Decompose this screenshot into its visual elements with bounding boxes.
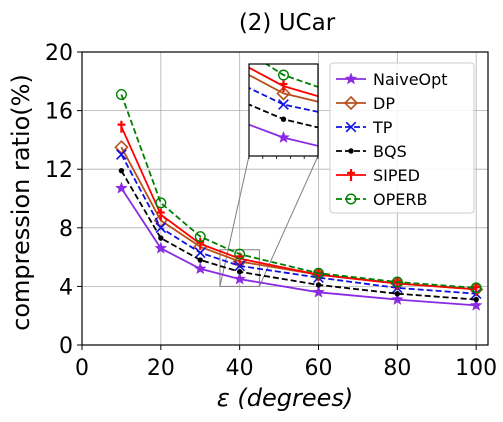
data-point [117,120,126,133]
data-point [114,140,129,155]
series-operb [115,88,482,294]
chart-title: (2) UCar [239,10,336,36]
series-layer [114,88,484,311]
x-tick-label: 40 [226,356,254,381]
y-tick-label: 12 [45,158,73,183]
data-point [394,291,401,297]
data-point [156,208,165,221]
legend-marker [345,193,357,205]
data-point [115,88,127,100]
y-tick-label: 4 [59,275,73,300]
legend-item-dp: DP [336,94,395,113]
series-line [120,94,477,289]
legend-label: BQS [373,142,407,161]
inset-data-point [140,54,151,65]
data-point [233,272,247,285]
data-point [194,247,206,259]
data-point [234,248,246,260]
legend-marker [344,72,358,85]
data-point [197,257,203,263]
inset-data-point [280,116,287,122]
data-point [194,231,206,243]
y-tick-label: 20 [45,41,73,66]
inset-data-point [141,4,151,14]
legend-label: NaiveOpt [373,70,448,89]
zoom-connector [219,155,250,287]
inset-frame [248,63,319,157]
legend-label: OPERB [373,190,427,209]
x-tick-label: 60 [305,356,333,381]
x-axis-label: ε (degrees) [217,384,354,412]
y-tick-label: 16 [45,100,73,125]
data-point [155,222,167,234]
x-tick-label: 80 [383,356,411,381]
legend-item-tp: TP [336,118,393,137]
data-point [118,167,125,174]
legend-marker [345,121,357,133]
y-tick-label: 0 [59,334,73,359]
series-bqs [118,167,479,303]
data-point [158,235,164,241]
inset-data-point [278,69,290,81]
x-tick-label: 0 [75,356,89,381]
data-point [473,296,479,303]
x-axis-unit: (degrees) [237,384,353,412]
x-axis-symbol: ε [217,384,230,412]
data-point [234,260,246,272]
legend-item-bqs: BQS [336,142,407,161]
data-point [469,298,483,311]
data-point [193,262,207,275]
data-point [115,181,128,194]
inset-data-point [211,43,219,55]
legend-label: TP [372,118,393,137]
x-tick-label: 20 [147,356,175,381]
data-point [391,276,403,288]
inset-data-point [209,106,220,117]
inset-series-line [264,64,318,88]
data-point [236,269,243,275]
inset-data-point [276,86,291,101]
inset-data-point [210,67,220,77]
y-axis-label: compression ratio(%) [7,74,35,331]
legend-marker [343,95,359,111]
data-point [155,197,167,209]
legend-marker [348,148,354,154]
data-point [470,282,482,294]
x-tick-label: 100 [455,356,497,381]
data-point [154,241,168,254]
inset-data-point [212,87,217,92]
legend-label: DP [373,94,395,113]
legend-item-siped: SIPED [336,166,420,185]
inset-series [140,4,318,147]
y-tick-label: 8 [59,217,73,242]
data-point [313,267,325,279]
data-point [390,292,404,306]
inset-data-point [277,130,290,144]
inset-data-point [278,99,289,110]
series-naiveopt [115,181,483,311]
data-point [312,285,325,298]
inset-series-line [249,73,318,103]
data-point [315,282,322,288]
legend-label: SIPED [373,166,420,185]
inset-data-point [210,26,220,36]
legend-item-operb: OPERB [336,190,427,209]
inset-data-point [143,32,148,37]
legend-marker [347,169,355,181]
axis-ticks: 0 20 40 60 80 100 0 4 8 12 16 20 [45,41,497,381]
inset-zoom [140,4,319,159]
legend-item-naiveopt: NaiveOpt [336,70,448,89]
data-point [116,149,127,160]
plot-frame [81,51,489,346]
legend: NaiveOpt DP TP BQS SIPED OPERB [329,62,475,214]
inset-data-point [279,80,288,93]
